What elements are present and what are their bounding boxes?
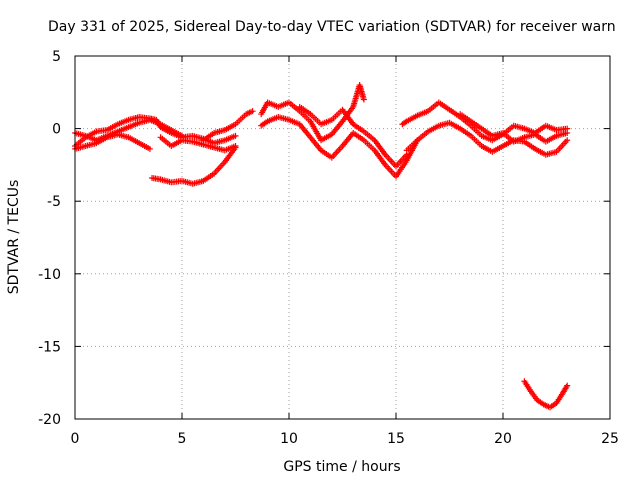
axis-ticks: 0 5 10 15 20 25 -20 -15 -10 -5 0 5: [38, 49, 619, 447]
y-tick-label: -20: [38, 412, 61, 428]
x-tick-label: 10: [280, 431, 298, 447]
plot-frame: [74, 55, 611, 420]
y-tick-label: -10: [38, 267, 61, 283]
data-point: [232, 132, 239, 139]
y-tick-label: -15: [38, 339, 61, 355]
x-tick-label: 15: [387, 431, 405, 447]
data-point: [564, 129, 571, 136]
y-tick-label: 0: [52, 122, 61, 138]
data-points: [72, 82, 571, 411]
data-point: [146, 145, 153, 152]
data-point: [232, 144, 239, 151]
y-tick-label: -5: [47, 194, 61, 210]
data-point: [564, 137, 571, 144]
x-axis-label: GPS time / hours: [283, 459, 400, 475]
chart-title: Day 331 of 2025, Sidereal Day-to-day VTE…: [48, 19, 616, 35]
y-axis-label: SDTVAR / TECUs: [6, 180, 22, 295]
data-point: [249, 108, 256, 115]
x-tick-label: 0: [71, 431, 80, 447]
grid-lines: [75, 56, 610, 419]
data-point: [360, 96, 367, 103]
data-point: [564, 382, 571, 389]
y-tick-label: 5: [52, 49, 61, 65]
x-tick-label: 5: [178, 431, 187, 447]
x-tick-label: 25: [601, 431, 619, 447]
x-tick-label: 20: [494, 431, 512, 447]
